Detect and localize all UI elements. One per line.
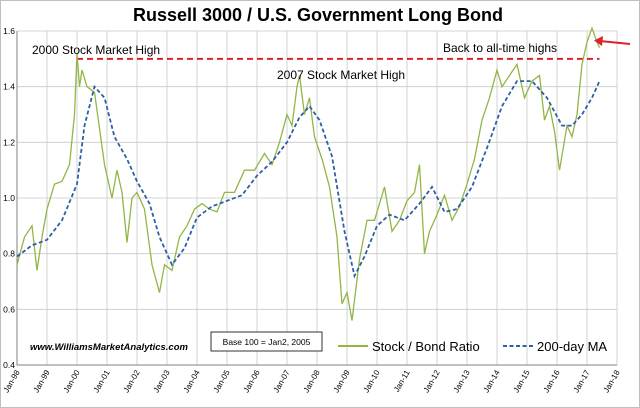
x-tick-label: Jan-14 bbox=[482, 368, 502, 394]
x-axis: Jan-98 Jan-99 Jan-00 Jan-01 Jan-02 Jan-03 Jan-… bbox=[2, 368, 622, 394]
series-stock-bond-ratio bbox=[16, 26, 601, 321]
y-tick-label: 1.6 bbox=[3, 26, 15, 36]
y-tick-label: 0.4 bbox=[3, 360, 15, 370]
base-note-box bbox=[210, 331, 323, 352]
x-tick-label: Jan-05 bbox=[212, 368, 232, 394]
red-arrow-icon bbox=[594, 36, 631, 46]
chart-title: Russell 3000 / U.S. Government Long Bond bbox=[133, 5, 503, 25]
x-tick-label: Jan-18 bbox=[602, 368, 622, 394]
legend-label-ma: 200-day MA bbox=[537, 339, 607, 354]
x-tick-label: Jan-13 bbox=[452, 368, 472, 394]
x-tick-label: Jan-99 bbox=[32, 368, 52, 394]
annotation-all-time-highs: Back to all-time highs bbox=[443, 41, 557, 55]
x-tick-label: Jan-17 bbox=[572, 368, 592, 394]
x-tick-label: Jan-04 bbox=[182, 368, 202, 394]
y-tick-label: 0.6 bbox=[3, 304, 15, 314]
annotation-2007-high: 2007 Stock Market High bbox=[277, 68, 405, 82]
source-text: www.WilliamsMarketAnalytics.com bbox=[30, 342, 188, 353]
legend: Stock / Bond Ratio 200-day MA bbox=[338, 339, 607, 354]
x-tick-label: Jan-01 bbox=[92, 368, 112, 394]
x-tick-label: Jan-00 bbox=[62, 368, 82, 394]
base-note: Base 100 = Jan2, 2005 bbox=[223, 337, 311, 347]
x-tick-label: Jan-98 bbox=[2, 368, 22, 394]
x-tick-label: Jan-16 bbox=[542, 368, 562, 394]
y-tick-label: 1.2 bbox=[3, 137, 15, 147]
axis-lines bbox=[16, 31, 617, 366]
y-axis: 0.4 0.6 0.8 1.0 1.2 1.4 1.6 bbox=[3, 26, 15, 370]
x-tick-label: Jan-06 bbox=[242, 368, 262, 394]
annotation-2000-high: 2000 Stock Market High bbox=[32, 43, 160, 57]
x-tick-label: Jan-15 bbox=[512, 368, 532, 394]
series-200-day-ma bbox=[16, 80, 601, 279]
x-tick-label: Jan-03 bbox=[152, 368, 172, 394]
x-tick-label: Jan-11 bbox=[392, 368, 412, 394]
legend-label-ratio: Stock / Bond Ratio bbox=[372, 339, 480, 354]
x-tick-label: Jan-12 bbox=[422, 368, 442, 394]
x-tick-label: Jan-07 bbox=[272, 368, 292, 394]
x-tick-label: Jan-09 bbox=[332, 368, 352, 394]
x-tick-label: Jan-08 bbox=[302, 368, 322, 394]
y-tick-label: 0.8 bbox=[3, 249, 15, 259]
x-tick-label: Jan-10 bbox=[362, 368, 382, 394]
y-tick-label: 1.0 bbox=[3, 193, 15, 203]
x-tick-label: Jan-02 bbox=[122, 368, 142, 394]
y-tick-label: 1.4 bbox=[3, 82, 15, 92]
